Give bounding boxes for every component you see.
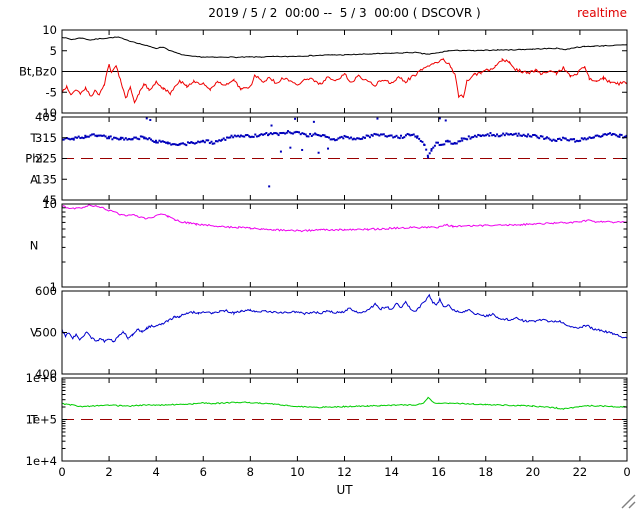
- y-tick-label: 135: [35, 172, 57, 186]
- y-tick-label: 400: [35, 367, 57, 381]
- y-tick-label: 10: [42, 23, 57, 37]
- y-tick-label: 10: [42, 197, 57, 211]
- x-tick-label: 18: [478, 465, 493, 479]
- y-tick-label: 0: [50, 65, 57, 79]
- x-tick-label: 12: [337, 465, 352, 479]
- y-tick-label: 315: [35, 131, 57, 145]
- scatter-outlier: [145, 117, 148, 120]
- scatter-outlier: [279, 150, 282, 153]
- series-bz: [62, 57, 627, 105]
- plot-title: 2019 / 5 / 2 00:00 -- 5 / 3 00:00 ( DSCO…: [208, 6, 481, 20]
- series-v: [62, 293, 627, 344]
- y-tick-label: 500: [35, 326, 57, 340]
- panel-frame: [61, 203, 628, 288]
- y-tick-label: -5: [46, 85, 57, 99]
- x-tick-label: 0: [623, 465, 630, 479]
- scatter-outlier: [301, 148, 304, 151]
- panel-ylabel: A: [30, 172, 38, 186]
- scatter-outlier: [327, 147, 330, 150]
- scatter-outlier: [270, 124, 273, 127]
- series-bt: [62, 36, 627, 59]
- x-tick-label: 6: [200, 465, 207, 479]
- scatter-outlier: [444, 119, 447, 122]
- series-t: [62, 396, 627, 411]
- x-tick-label: 20: [526, 465, 541, 479]
- scatter-outlier: [376, 117, 379, 120]
- y-tick-label: 600: [35, 284, 57, 298]
- x-tick-label: 22: [573, 465, 588, 479]
- y-tick-label: 225: [35, 152, 57, 166]
- x-tick-label: 14: [384, 465, 399, 479]
- scatter-outlier: [312, 120, 315, 123]
- y-tick-label: 45: [42, 193, 57, 207]
- x-tick-label: 4: [153, 465, 160, 479]
- x-tick-label: 10: [290, 465, 305, 479]
- x-tick-label: 2: [105, 465, 112, 479]
- x-tick-label: 0: [58, 465, 65, 479]
- y-tick-label: 1: [50, 280, 57, 294]
- y-tick-label: 1e+5: [26, 413, 57, 427]
- panel-frame: [61, 290, 628, 375]
- panel-ylabel: T: [29, 413, 38, 427]
- y-tick-label: 5: [50, 44, 57, 58]
- scatter-outlier: [438, 117, 441, 120]
- panel-ylabel: T: [29, 131, 38, 145]
- realtime-badge: realtime: [577, 6, 627, 20]
- series-phi: [62, 117, 627, 188]
- resize-grip-icon: [621, 494, 636, 509]
- y-tick-label: 1e+4: [26, 454, 57, 468]
- y-tick-label: 1e+6: [26, 371, 57, 385]
- x-tick-label: 8: [247, 465, 254, 479]
- scatter-outlier: [268, 185, 271, 188]
- x-tick-label: 16: [431, 465, 446, 479]
- scatter-outlier: [149, 118, 152, 121]
- scatter-outlier: [294, 117, 297, 120]
- scatter-outlier: [289, 146, 292, 149]
- x-axis-label: UT: [336, 483, 353, 497]
- panel-ylabel: Bt,Bz: [19, 65, 49, 79]
- panel-ylabel: V: [30, 326, 38, 340]
- y-tick-label: 405: [35, 110, 57, 124]
- panel-ylabel: Phi: [25, 152, 42, 166]
- series-n: [62, 204, 627, 233]
- scatter-outlier: [317, 151, 320, 154]
- y-tick-label: -10: [38, 106, 57, 120]
- panel-ylabel: N: [30, 239, 39, 253]
